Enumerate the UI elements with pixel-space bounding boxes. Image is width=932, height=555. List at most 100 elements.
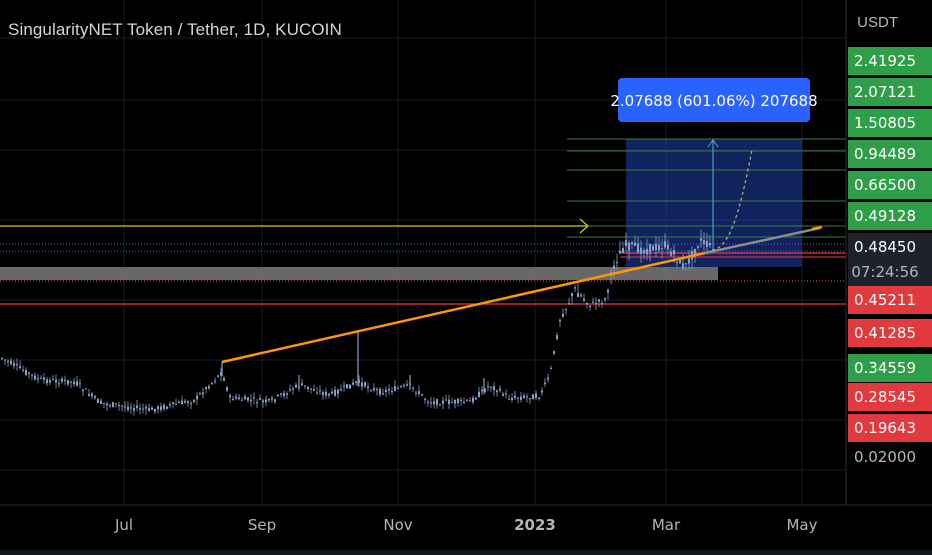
candle-body [55, 379, 57, 383]
candle-body [472, 397, 474, 403]
candle-body [25, 369, 27, 375]
candle-body [457, 399, 459, 404]
candle-body [316, 392, 318, 394]
candle-body [208, 386, 210, 389]
candle-body [187, 401, 189, 403]
measure-label-box [618, 78, 810, 122]
candle-body [400, 386, 402, 388]
candle-body [28, 372, 30, 374]
candle-body [10, 360, 12, 365]
candle-body [643, 250, 645, 254]
candle-body [181, 400, 183, 405]
candle-body [58, 383, 60, 385]
candle-body [433, 401, 435, 405]
candle-body [544, 382, 546, 385]
candle-body [220, 372, 222, 376]
candle-body [307, 386, 309, 390]
candle-body [703, 240, 705, 244]
candle-body [673, 250, 675, 255]
candle-body [109, 405, 111, 407]
price-label: 0.02000 [854, 448, 916, 466]
candle-body [343, 385, 345, 387]
price-label-bg [848, 202, 932, 230]
candle-body [151, 407, 153, 410]
candle-body [292, 388, 294, 390]
candle-body [655, 243, 657, 250]
x-tick-label: 2023 [514, 516, 556, 534]
candle-body [112, 402, 114, 408]
candle-body [184, 400, 186, 403]
candle-body [7, 361, 9, 363]
candle-body [271, 398, 273, 400]
candle-body [121, 405, 123, 407]
candle-body [322, 392, 324, 395]
candle-body [46, 379, 48, 384]
candle-body [385, 389, 387, 393]
candle-body [193, 399, 195, 403]
x-tick-label: Sep [248, 516, 276, 534]
candle-body [397, 388, 399, 390]
candle-body [61, 378, 63, 382]
candle-body [550, 367, 552, 369]
candle-body [451, 401, 453, 403]
candle-body [595, 302, 597, 305]
x-tick-label: Mar [652, 516, 681, 534]
candle-body [637, 243, 639, 253]
candle-body [394, 386, 396, 391]
candle-body [421, 394, 423, 396]
candle-body [178, 401, 180, 403]
candle-body [358, 379, 360, 383]
candle-body [274, 399, 276, 402]
candle-body [133, 408, 135, 411]
candle-body [349, 384, 351, 389]
candle-body [106, 403, 108, 406]
candle-body [649, 244, 651, 253]
candle-body [361, 382, 363, 387]
candle-body [661, 248, 663, 250]
candle-body [604, 298, 606, 300]
target-arrow-head [707, 139, 719, 148]
candle-body [301, 383, 303, 386]
trendline-tip [811, 225, 823, 231]
price-label: 0.19643 [854, 419, 916, 437]
candle-body [241, 399, 243, 401]
candle-body [676, 261, 678, 263]
price-label-bg [848, 414, 932, 442]
candle-body [97, 399, 99, 404]
candle-body [346, 384, 348, 389]
candle-body [388, 388, 390, 391]
candle-body [199, 393, 201, 395]
candle-body [70, 381, 72, 383]
price-label-bg [848, 443, 932, 471]
x-tick-label: May [786, 516, 817, 534]
candle-body [538, 397, 540, 399]
candle-body [280, 393, 282, 395]
candle-body [700, 238, 702, 241]
candle-body [244, 396, 246, 400]
price-label: 0.45211 [854, 291, 916, 309]
candle-body [439, 404, 441, 406]
price-label-bg [848, 47, 932, 75]
candle-body [310, 388, 312, 390]
candle-body [145, 406, 147, 409]
chart-title: SingularityNET Token / Tether, 1D, KUCOI… [8, 20, 342, 39]
candle-body [202, 392, 204, 395]
candle-body [136, 405, 138, 408]
candle-body [16, 364, 18, 366]
candle-body [469, 400, 471, 402]
trendline [221, 251, 706, 364]
candle-body [226, 387, 228, 391]
candle-body [412, 387, 414, 389]
candle-body [214, 380, 216, 382]
candle-body [232, 398, 234, 401]
candle-body [517, 397, 519, 399]
candle-body [496, 390, 498, 393]
candle-body [331, 391, 333, 394]
candle-body [277, 394, 279, 396]
candle-body [511, 397, 513, 401]
candle-body [31, 374, 33, 376]
candle-body [556, 335, 558, 340]
candle-body [622, 247, 624, 253]
